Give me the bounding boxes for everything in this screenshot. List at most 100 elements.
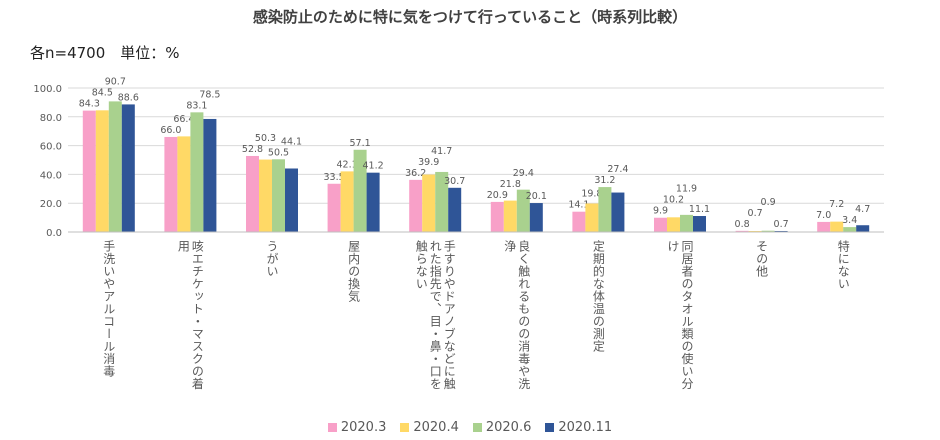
bar-2020.3 [817, 221, 831, 232]
bar-2020.3 [409, 179, 423, 232]
bar-2020.11 [856, 225, 870, 232]
bar-2020.6 [353, 149, 367, 232]
x-category-label: 同居者のタオル類の使い分け [666, 240, 694, 390]
x-category-label: 屋内の換気 [346, 240, 361, 303]
y-tick-label: 100.0 [33, 84, 62, 95]
data-label: 42.1 [337, 159, 358, 170]
y-tick-label: 0.0 [46, 228, 62, 239]
bar-2020.4 [177, 136, 191, 232]
bar-2020.3 [490, 201, 504, 232]
data-label: 29.4 [513, 168, 534, 179]
x-category-label: 定期的な体温の測定 [591, 240, 606, 353]
bar-2020.4 [748, 230, 762, 232]
x-category-label: その他 [754, 240, 769, 278]
bar-2020.11 [203, 118, 217, 232]
bar-2020.6 [272, 159, 285, 232]
data-label: 41.7 [431, 146, 452, 157]
legend-item: 2020.3 [327, 420, 387, 435]
data-label: 11.9 [676, 184, 697, 195]
legend: 2020.3 2020.4 2020.6 2020.11 [0, 420, 940, 435]
data-label: 11.1 [689, 204, 710, 215]
x-category-label: 咳エチケット・マスクの着用 [176, 240, 205, 390]
data-label: 21.8 [500, 179, 521, 190]
data-label: 20.9 [487, 190, 508, 201]
data-label: 41.2 [363, 161, 384, 172]
bar-2020.3 [654, 217, 667, 232]
data-label: 0.7 [774, 219, 789, 230]
data-label: 52.8 [242, 144, 263, 155]
data-label: 20.1 [526, 191, 547, 202]
bar-2020.4 [503, 200, 517, 232]
data-label: 84.5 [92, 88, 113, 99]
bar-2020.4 [259, 159, 272, 232]
legend-swatch [327, 423, 337, 432]
data-label: 33.5 [324, 172, 345, 183]
bar-2020.11 [611, 192, 625, 232]
data-label: 57.1 [350, 138, 371, 149]
data-label: 31.2 [594, 175, 615, 186]
data-label: 50.5 [268, 147, 289, 158]
bar-2020.6 [843, 227, 857, 232]
data-label: 88.6 [118, 92, 139, 103]
data-label: 84.3 [79, 99, 100, 110]
legend-item: 2020.4 [400, 420, 459, 435]
bar-2020.4 [340, 171, 354, 232]
data-label: 83.1 [186, 100, 207, 111]
data-label: 66.4 [173, 114, 194, 125]
data-label: 50.3 [255, 133, 276, 144]
legend-label: 2020.3 [340, 420, 387, 435]
legend-swatch [545, 423, 555, 432]
bar-2020.11 [774, 230, 788, 232]
bar-2020.11 [693, 216, 706, 232]
bar-2020.3 [246, 155, 259, 232]
x-category-label: 特にない [836, 240, 851, 290]
bar-2020.3 [327, 183, 341, 232]
data-label: 39.9 [418, 157, 439, 168]
bar-2020.4 [667, 217, 680, 232]
legend-swatch [400, 423, 410, 432]
bar-2020.3 [735, 230, 749, 232]
bar-2020.11 [285, 168, 298, 232]
data-label: 9.9 [653, 206, 668, 217]
bar-2020.11 [448, 187, 462, 232]
data-label: 66.0 [160, 125, 181, 136]
chart-title: 感染防止のために特に気をつけて行っていること（時系列比較） [252, 8, 688, 26]
bar-2020.4 [585, 203, 599, 232]
data-label: 30.7 [444, 176, 465, 187]
data-label: 27.4 [607, 164, 628, 175]
legend-item: 2020.11 [545, 420, 612, 435]
bar-2020.6 [680, 214, 693, 232]
legend-label: 2020.6 [485, 420, 532, 435]
data-label: 3.4 [842, 215, 857, 226]
data-label: 14.1 [568, 200, 589, 211]
data-label: 36.2 [405, 168, 426, 179]
bar-2020.6 [190, 112, 204, 232]
legend-item: 2020.6 [472, 420, 532, 435]
chart-subtitle: 各n=4700 単位：% [30, 44, 180, 62]
y-tick-label: 60.0 [40, 142, 62, 153]
bar-2020.11 [529, 203, 543, 232]
bar-2020.11 [366, 172, 380, 232]
data-label: 0.8 [735, 219, 750, 230]
bar-2020.6 [761, 230, 775, 232]
data-label: 7.0 [816, 210, 831, 221]
bar-2020.11 [121, 104, 135, 232]
data-label: 7.2 [829, 199, 844, 210]
bar-2020.6 [108, 101, 122, 232]
y-tick-label: 80.0 [40, 113, 62, 124]
bar-2020.3 [82, 110, 96, 232]
legend-swatch [472, 423, 482, 432]
bar-2020.4 [422, 174, 436, 232]
data-label: 4.7 [855, 204, 870, 215]
bar-2020.6 [598, 187, 612, 232]
x-category-label: 手すりやドアノブなどに触れた指先で、目・鼻・口を触らない [414, 240, 457, 390]
bar-2020.3 [572, 211, 586, 232]
x-category-label: 手洗いやアルコール消毒 [101, 240, 116, 378]
x-category-label: 良く触れるものの消毒や洗浄 [502, 240, 531, 390]
data-label: 90.7 [105, 77, 126, 88]
bar-2020.6 [435, 171, 449, 232]
data-label: 44.1 [281, 136, 302, 147]
bar-2020.3 [164, 136, 178, 232]
